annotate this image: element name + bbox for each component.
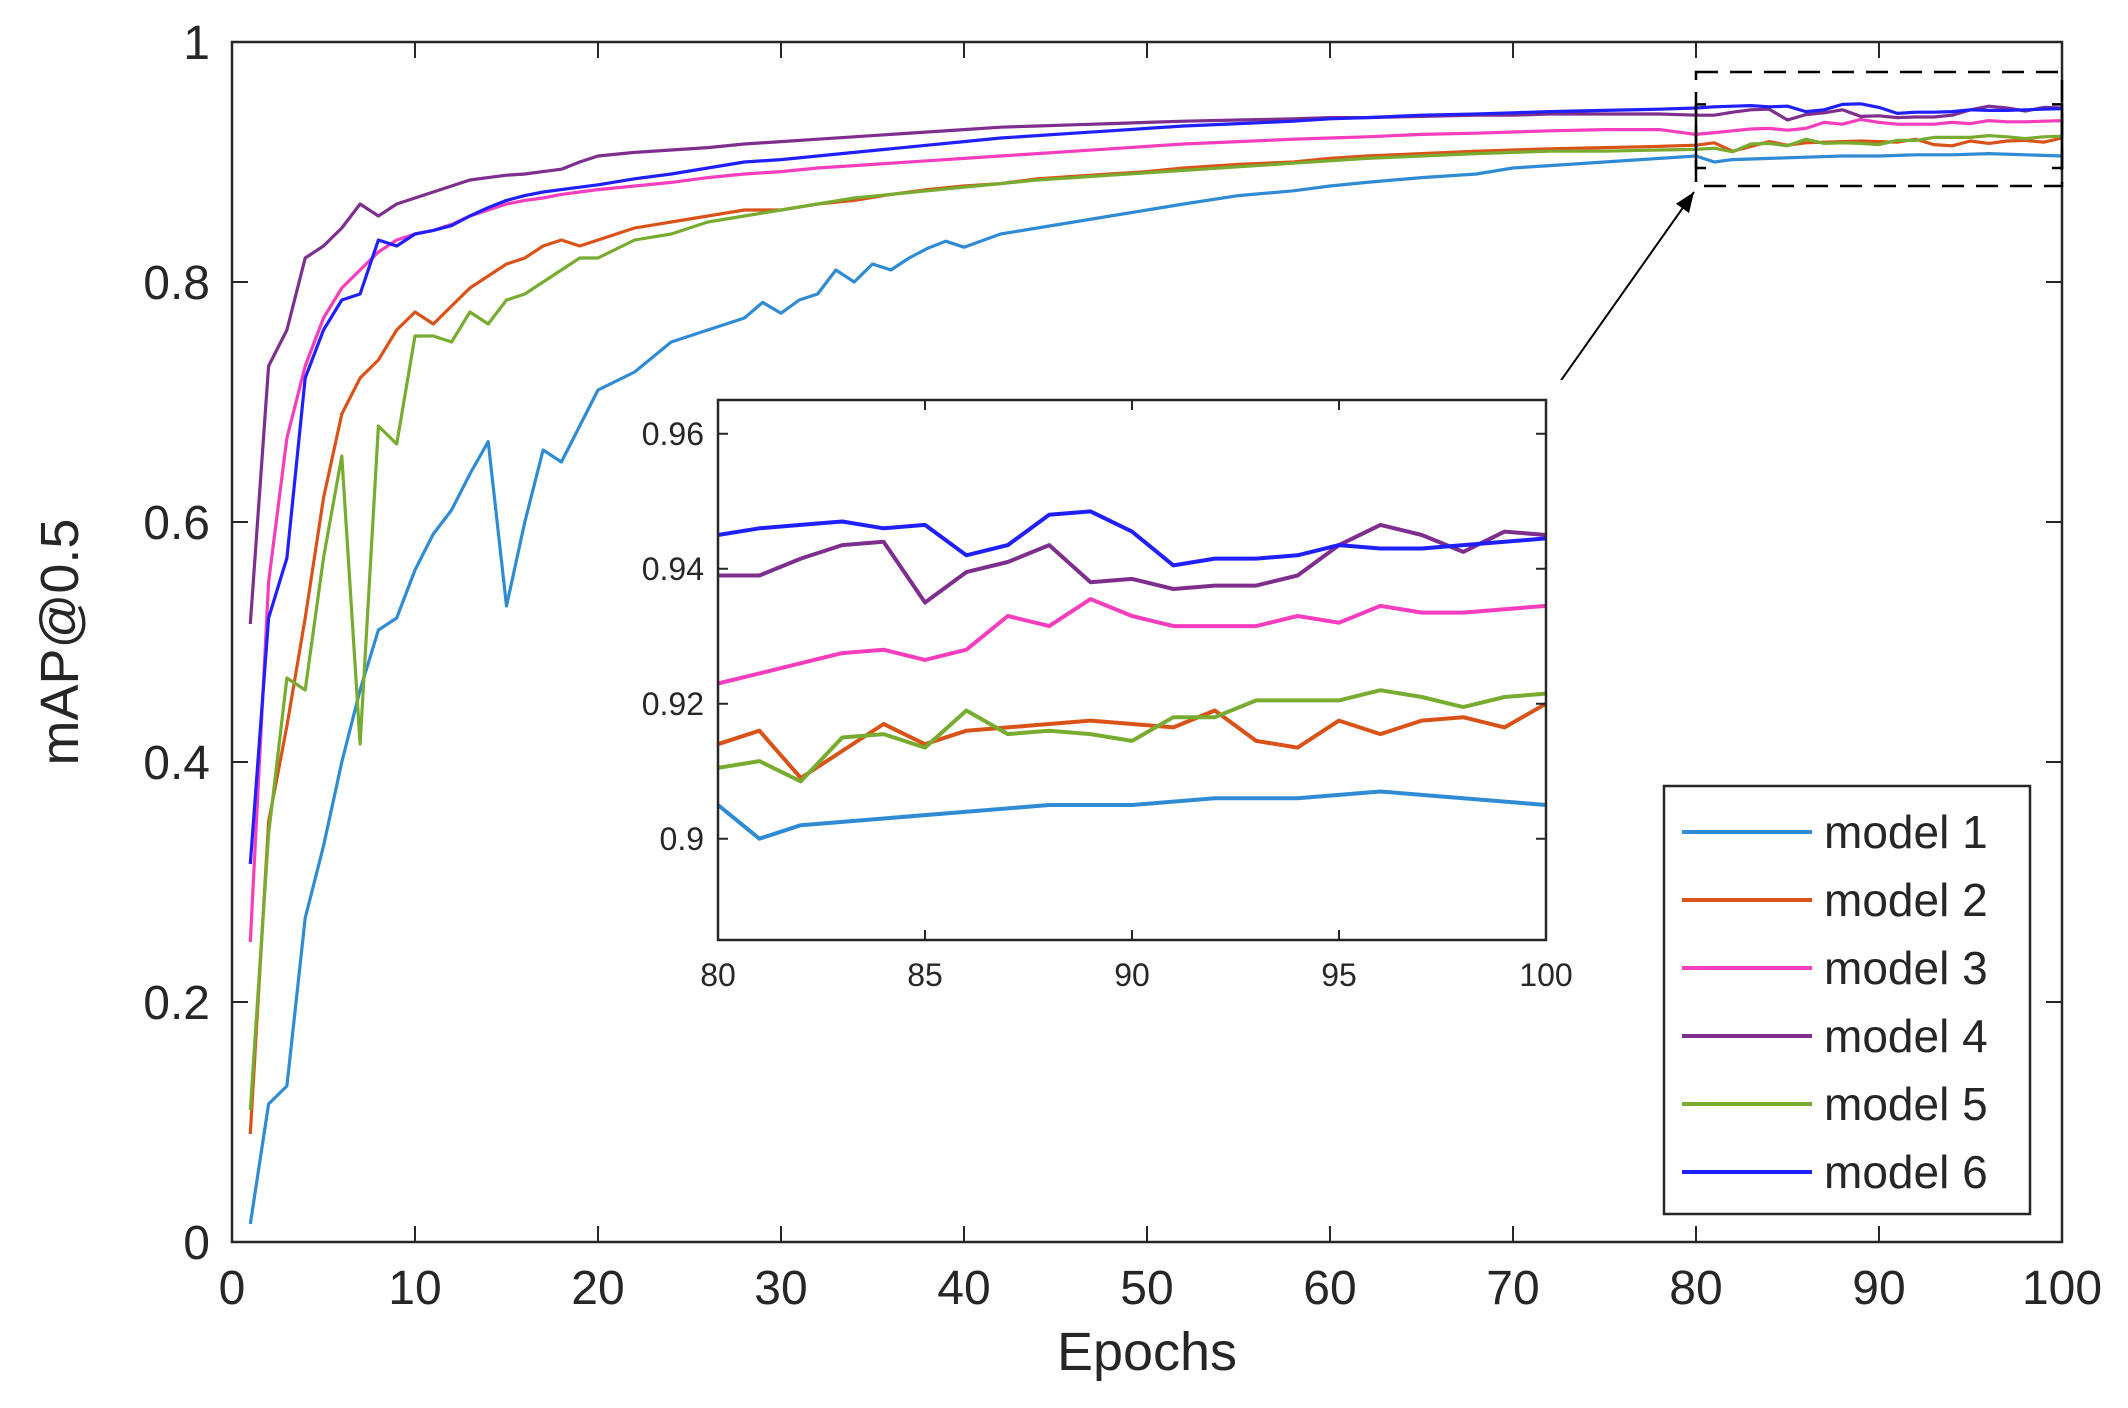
x-tick-label: 0 [219, 1262, 246, 1315]
inset-axis-ticks: 80 85 90 95 100 0.9 0.92 0.94 0.96 [642, 400, 1573, 993]
x-tick-label: 30 [754, 1262, 807, 1315]
inset-y-tick-label: 0.9 [660, 821, 704, 857]
zoom-region-bracket [1694, 103, 2064, 170]
inset-plot-lines [716, 509, 1547, 841]
legend-label-model-2: model 2 [1824, 874, 1988, 926]
x-tick-label: 60 [1303, 1262, 1356, 1315]
inset-series-line-model-3 [717, 597, 1547, 686]
inset-series-line-model-4 [718, 522, 1547, 605]
x-tick-label: 100 [2022, 1262, 2102, 1315]
legend-label-model-5: model 5 [1824, 1078, 1988, 1130]
main-plot-lines [248, 102, 2063, 1225]
legend: model 1 model 2 model 3 model 4 model 5 model… [1662, 784, 2032, 1216]
y-tick-label: 0 [183, 1217, 210, 1270]
inset-x-tick-label: 80 [700, 957, 736, 993]
y-tick-label: 0.6 [143, 497, 210, 550]
zoom-arrow [1549, 191, 1695, 397]
inset-x-tick-label: 95 [1321, 957, 1357, 993]
inset-series-line-model-1 [716, 789, 1547, 841]
y-tick-label: 1 [183, 17, 210, 70]
x-tick-label: 10 [388, 1262, 441, 1315]
legend-label-model-3: model 3 [1824, 942, 1988, 994]
x-tick-label: 90 [1852, 1262, 1905, 1315]
legend-box [1662, 784, 2032, 1216]
legend-label-model-6: model 6 [1824, 1146, 1988, 1198]
inset-x-tick-label: 85 [907, 957, 943, 993]
y-tick-label: 0.4 [143, 737, 210, 790]
y-tick-label: 0.8 [143, 257, 210, 310]
main-axis-ticks: 0 10 20 30 40 50 60 70 80 90 100 0 0.2 0.4 0.6 0.8 1 [143, 17, 2102, 1315]
inset-series-line-model-2 [717, 701, 1547, 780]
x-tick-label: 50 [1120, 1262, 1173, 1315]
series-line-model-5 [248, 134, 2063, 1111]
series-line-model-6 [248, 102, 2063, 865]
inset-series-line-model-5 [717, 688, 1547, 784]
x-axis-title: Epochs [1057, 1322, 1237, 1382]
series-line-model-1 [248, 152, 2063, 1225]
zoom-arrowhead [1675, 192, 1694, 213]
inset-background [628, 380, 1576, 1010]
x-tick-label: 40 [937, 1262, 990, 1315]
inset-x-tick-label: 100 [1519, 957, 1572, 993]
inset-y-tick-label: 0.94 [642, 551, 704, 587]
legend-label-model-4: model 4 [1824, 1010, 1988, 1062]
inset-y-tick-label: 0.96 [642, 416, 704, 452]
y-tick-label: 0.2 [143, 977, 210, 1030]
series-line-model-4 [248, 104, 2063, 625]
inset-x-tick-label: 90 [1114, 957, 1150, 993]
x-tick-label: 70 [1486, 1262, 1539, 1315]
inset-series-line-model-6 [717, 509, 1547, 568]
x-tick-label: 80 [1669, 1262, 1722, 1315]
x-tick-label: 20 [571, 1262, 624, 1315]
legend-label-model-1: model 1 [1824, 806, 1988, 858]
y-axis-title: mAP@0.5 [30, 519, 90, 766]
inset-y-tick-label: 0.92 [642, 686, 704, 722]
